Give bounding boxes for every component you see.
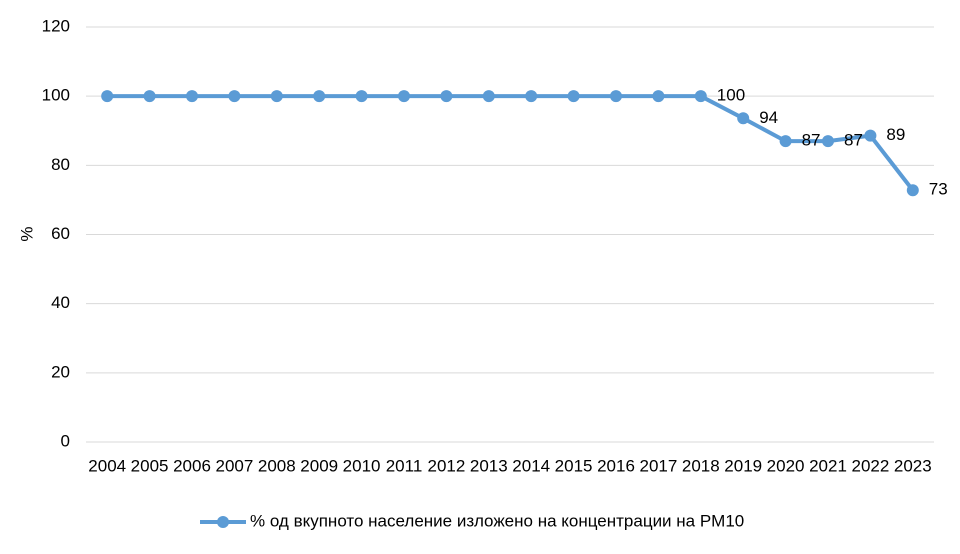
y-tick-label: 0 <box>61 431 70 450</box>
legend-label: % од вкупното население изложено на конц… <box>250 511 744 530</box>
x-tick-label: 2015 <box>555 456 593 475</box>
data-point <box>779 135 792 148</box>
series-line <box>107 94 915 192</box>
x-tick-label: 2022 <box>851 456 889 475</box>
x-tick-label: 2020 <box>767 456 805 475</box>
data-point <box>270 90 283 103</box>
data-label: 100 <box>717 86 745 105</box>
y-tick-label: 120 <box>42 16 70 35</box>
data-point <box>567 90 580 103</box>
data-point <box>101 90 114 103</box>
data-point <box>525 90 538 103</box>
y-tick-label: 80 <box>51 155 70 174</box>
data-point <box>822 135 834 148</box>
x-tick-label: 2004 <box>88 456 126 475</box>
x-tick-label: 2021 <box>809 456 847 475</box>
x-tick-label: 2009 <box>300 456 338 475</box>
y-tick-label: 100 <box>42 86 70 105</box>
data-label: 94 <box>759 108 778 127</box>
data-label: 87 <box>844 131 863 150</box>
x-tick-label: 2006 <box>173 456 211 475</box>
data-point <box>355 90 368 103</box>
x-tick-label: 2005 <box>131 456 169 475</box>
x-tick-label: 2014 <box>512 456 550 475</box>
x-tick-label: 2019 <box>724 456 762 475</box>
y-tick-label: 20 <box>51 362 70 381</box>
data-point <box>186 90 198 103</box>
x-tick-label: 2023 <box>894 456 932 475</box>
data-point <box>652 90 665 103</box>
x-tick-label: 2017 <box>639 456 677 475</box>
data-label: 73 <box>929 180 948 199</box>
x-tick-label: 2018 <box>682 456 720 475</box>
x-tick-label: 2007 <box>215 456 253 475</box>
data-label: 89 <box>886 125 905 144</box>
data-point <box>864 129 877 142</box>
data-point <box>440 90 453 103</box>
data-point <box>694 90 707 103</box>
data-point <box>737 112 750 125</box>
data-label: 87 <box>802 131 821 150</box>
x-tick-label: 2012 <box>427 456 465 475</box>
data-point <box>143 90 156 103</box>
y-tick-label: 60 <box>51 224 70 243</box>
x-tick-label: 2008 <box>258 456 296 475</box>
legend-marker <box>217 516 229 528</box>
x-tick-label: 2013 <box>470 456 508 475</box>
y-tick-label: 40 <box>51 293 70 312</box>
x-tick-label: 2011 <box>386 456 423 475</box>
y-axis-label: % <box>17 226 36 241</box>
data-point <box>906 184 919 197</box>
data-point <box>482 90 495 103</box>
data-point <box>313 90 326 103</box>
x-tick-label: 2016 <box>597 456 635 475</box>
data-point <box>228 90 241 103</box>
data-point <box>398 90 410 103</box>
data-point <box>610 90 622 103</box>
x-tick-label: 2010 <box>343 456 381 475</box>
